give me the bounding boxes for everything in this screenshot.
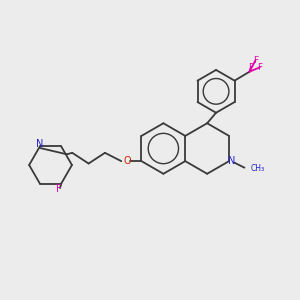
Text: N: N	[228, 156, 235, 166]
Text: CH₃: CH₃	[251, 164, 265, 173]
Text: F: F	[56, 184, 62, 194]
Text: O: O	[123, 156, 131, 166]
Text: F: F	[253, 56, 258, 65]
Text: F: F	[248, 63, 253, 72]
Text: N: N	[36, 139, 43, 148]
Text: F: F	[257, 63, 262, 72]
